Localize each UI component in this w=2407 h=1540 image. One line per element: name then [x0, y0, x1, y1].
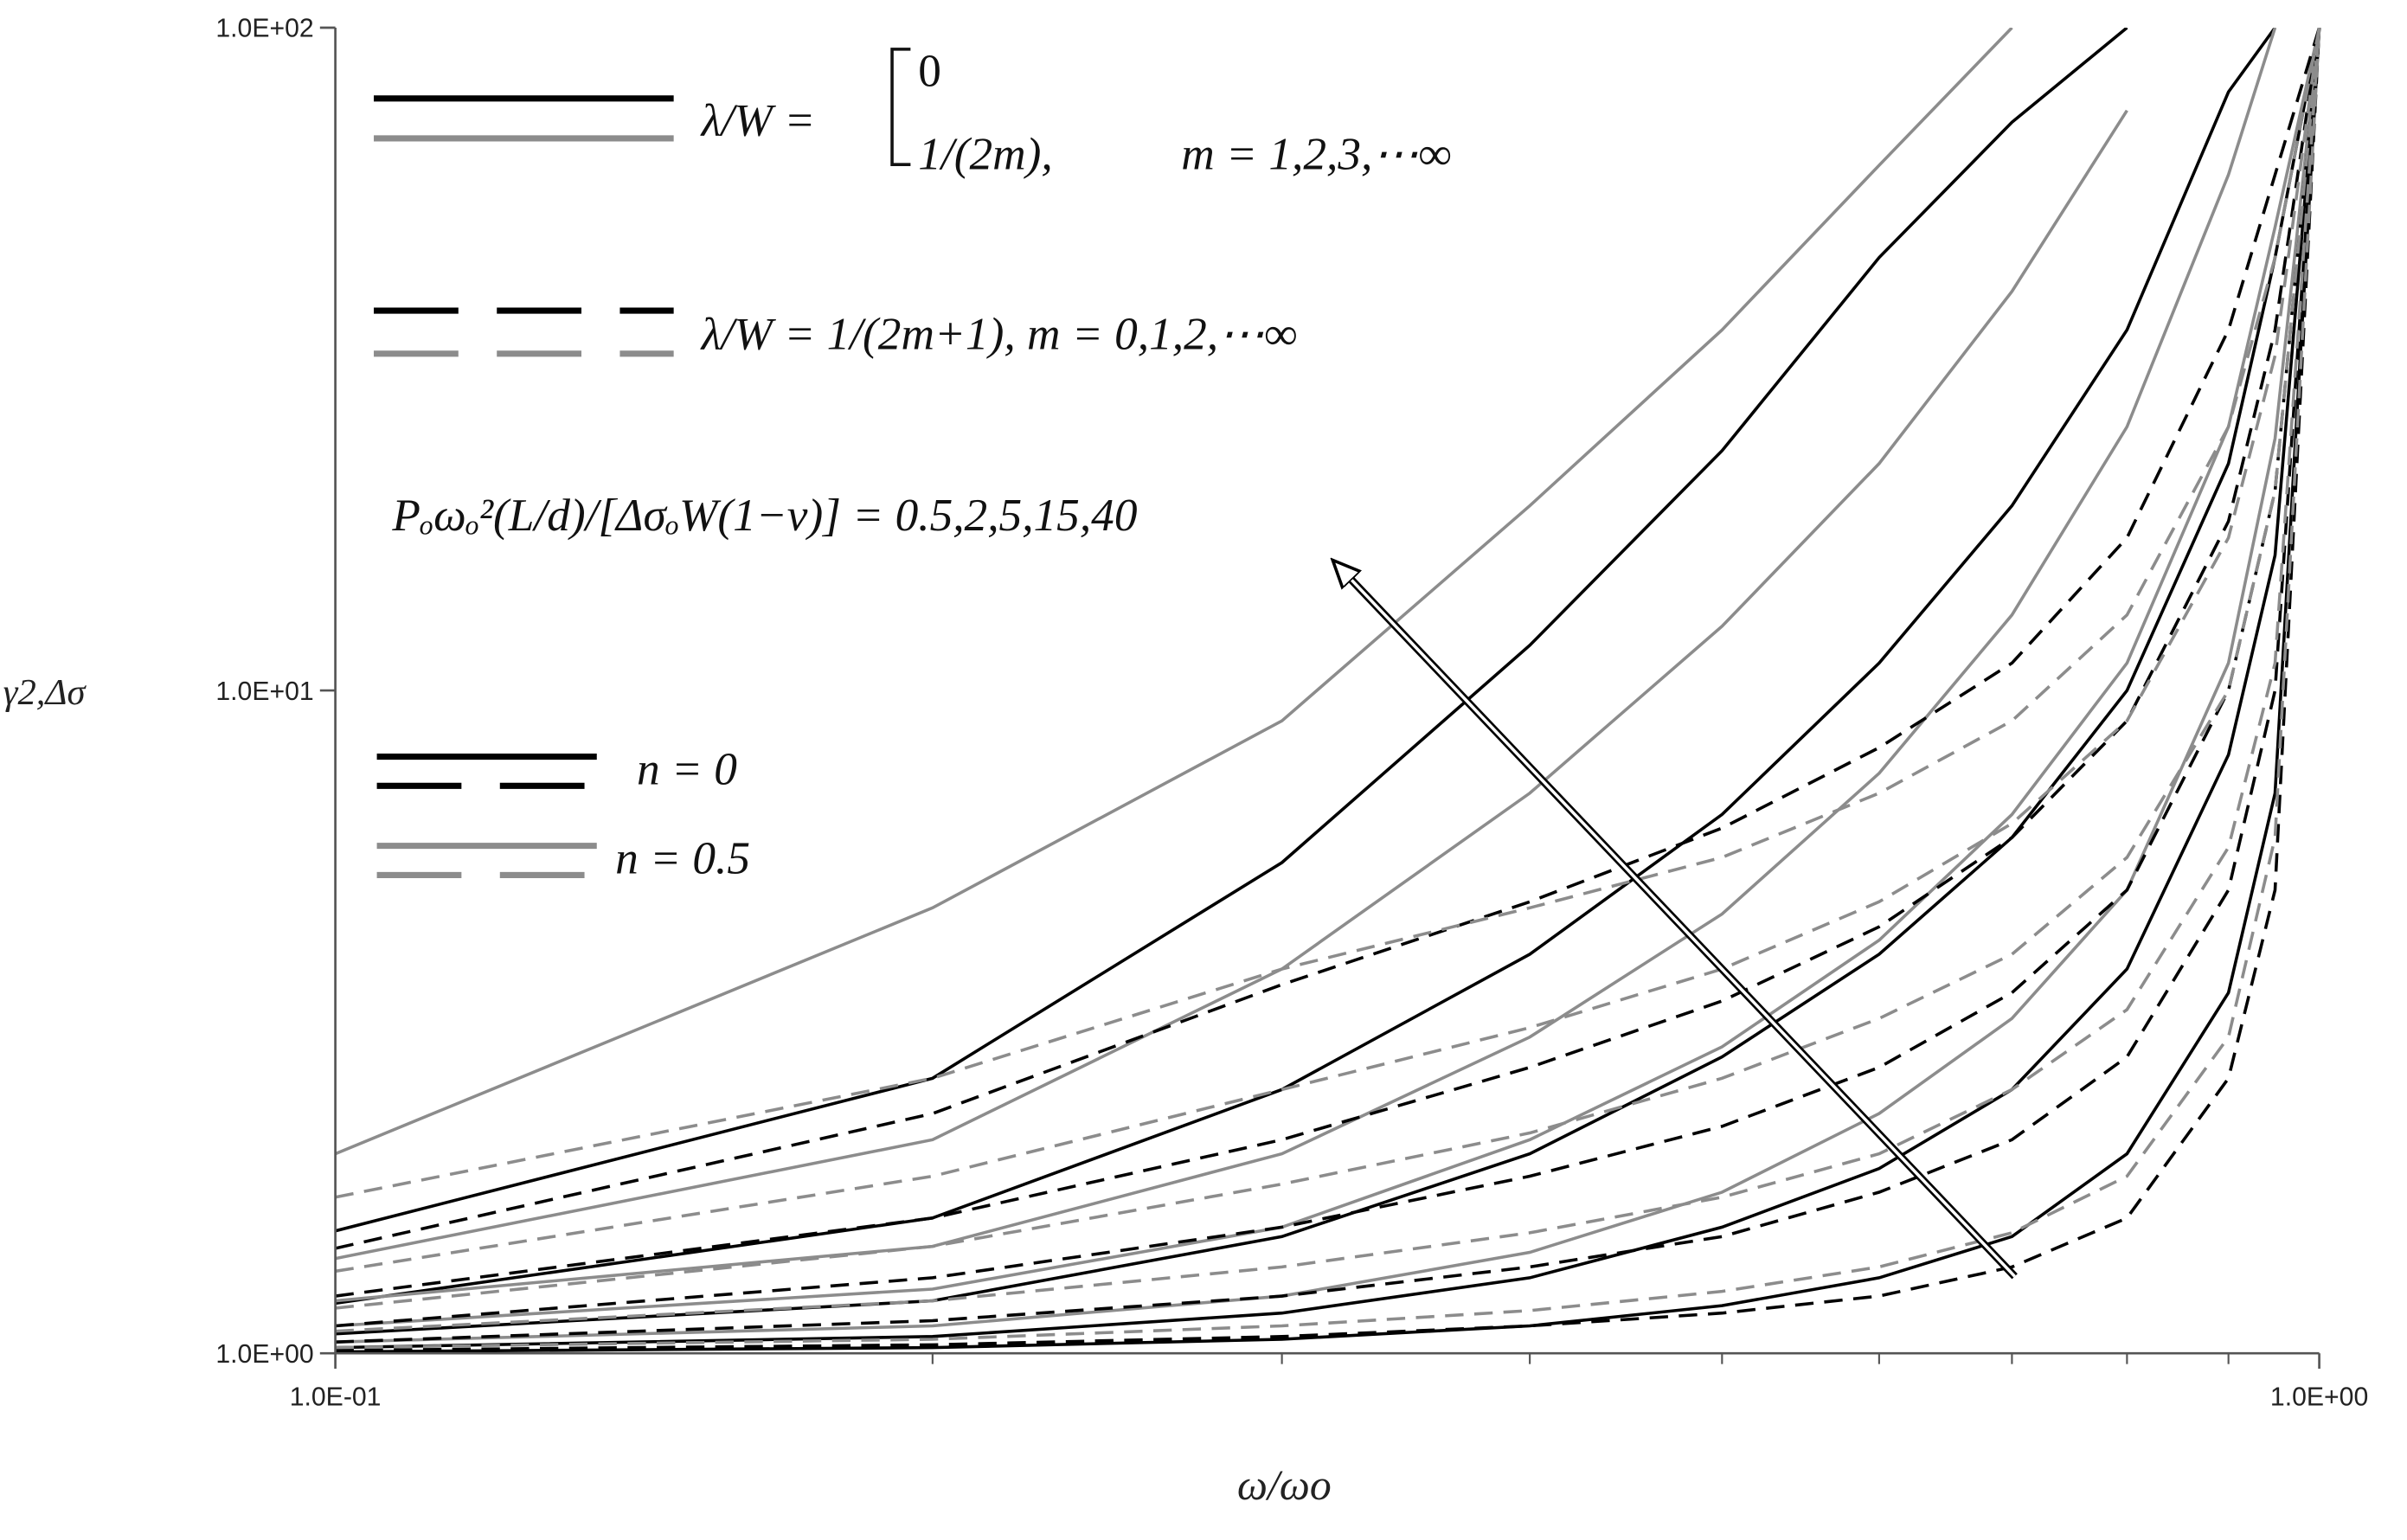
curve: [335, 27, 2321, 1354]
legend-label: n = 0.5: [615, 832, 750, 884]
x-tick-label: 1.0E-01: [290, 1383, 382, 1412]
curve: [335, 27, 2321, 1333]
curve: [335, 27, 2321, 1344]
curve: [335, 27, 2321, 1336]
legend-label: 1/(2m),: [918, 128, 1052, 180]
y-tick-label: 1.0E+00: [215, 1340, 313, 1369]
curve: [335, 27, 2321, 1350]
curve: [335, 27, 2321, 1250]
y-axis-label: γ2,Δσ: [3, 672, 87, 713]
annotation: Pₒωₒ²(L/d)/[ΔσₒW(1−ν)] = 0.5,2,5,15,40: [391, 489, 1137, 541]
legend-label: n = 0: [637, 743, 737, 795]
curve: [335, 27, 2321, 1328]
curve: [335, 27, 2128, 1233]
legend-label: 0: [918, 45, 941, 97]
arrow: [1341, 569, 2016, 1278]
bracket: [890, 48, 911, 166]
y-tick-label: 1.0E+01: [215, 677, 313, 706]
x-axis-label: ω/ωo: [1237, 1461, 1332, 1509]
curve: [335, 27, 2321, 1310]
curve: [335, 27, 2321, 1350]
curve: [335, 27, 2321, 1344]
curves: [335, 27, 2321, 1354]
legend-label: m = 1,2,3,⋯∞: [1181, 128, 1451, 180]
curve: [335, 27, 2276, 1306]
curve: [335, 27, 2321, 1352]
curve: [335, 27, 2013, 1156]
curve: [335, 27, 2321, 1274]
curve: [335, 27, 2277, 1303]
curve: [335, 109, 2128, 1261]
legend-label: λ/W = 1/(2m+1), m = 0,1,2,⋯∞: [700, 307, 1298, 359]
curve: [335, 27, 2321, 1199]
curve: [335, 27, 2321, 1298]
y-tick-label: 1.0E+02: [215, 15, 313, 43]
legend: λ/W = 0 1/(2m), m = 1,2,3,⋯∞ λ/W = 1/(2m…: [374, 45, 1452, 884]
x-tick-label: 1.0E+00: [2270, 1383, 2368, 1412]
legend-label: λ/W =: [700, 93, 816, 145]
